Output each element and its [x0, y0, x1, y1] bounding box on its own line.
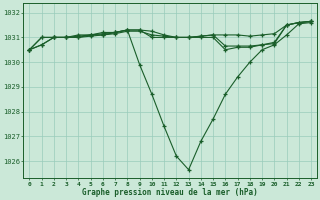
X-axis label: Graphe pression niveau de la mer (hPa): Graphe pression niveau de la mer (hPa): [82, 188, 258, 197]
